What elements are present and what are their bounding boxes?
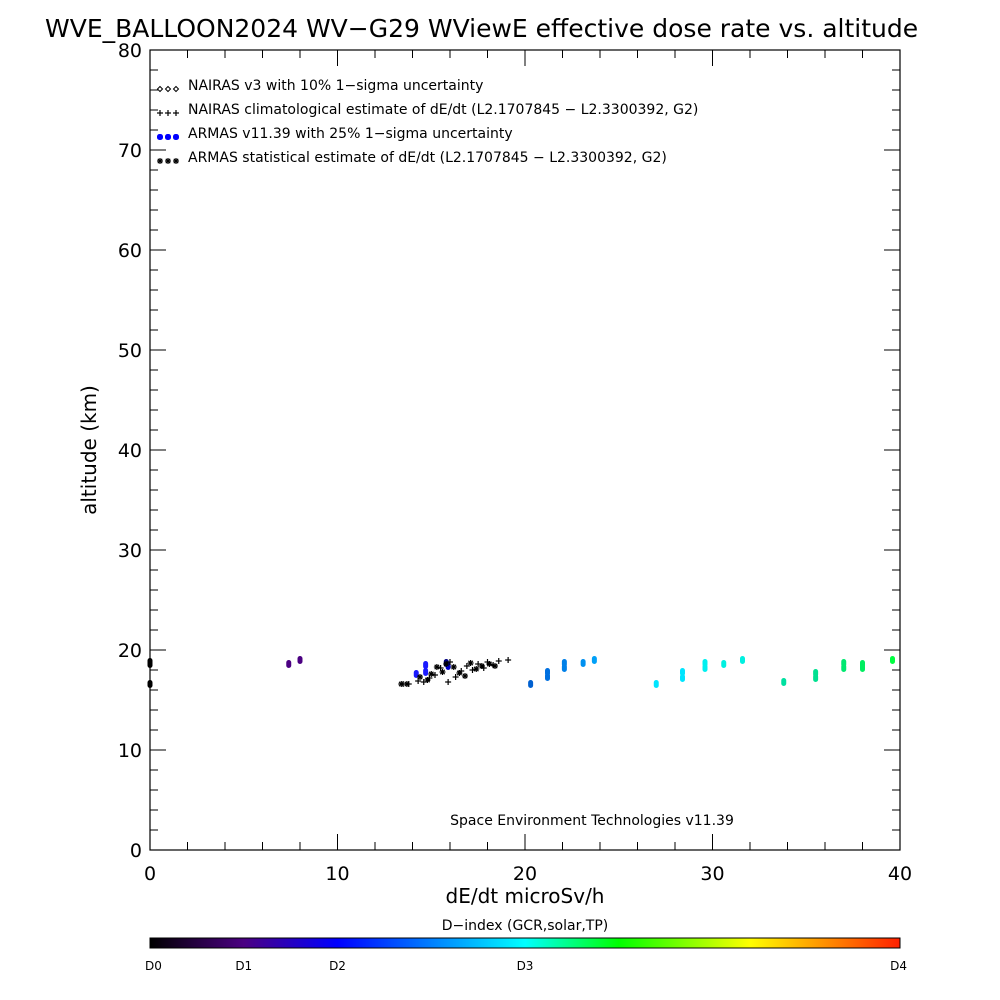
legend-marker <box>157 110 163 116</box>
legend-marker <box>156 85 164 93</box>
data-point-asterisk <box>417 674 423 680</box>
colorbar-labels: D0 D1 D2 D3 D4 <box>145 959 907 973</box>
x-tick-label: 30 <box>700 863 724 885</box>
colorbar-tick-label: D2 <box>329 959 346 973</box>
y-tick-label: 80 <box>118 40 142 62</box>
data-point-dot <box>423 668 429 676</box>
data-point-dot <box>423 661 429 669</box>
data-point-dot <box>841 664 847 672</box>
data-point-asterisk <box>428 671 435 677</box>
data-point-dot <box>413 670 419 678</box>
data-point-dot <box>545 673 550 681</box>
x-tick-label: 40 <box>888 863 912 885</box>
data-point-asterisk <box>450 664 457 670</box>
data-point-plus <box>505 657 512 663</box>
data-point-plus <box>463 663 470 669</box>
axis-ticks <box>149 49 901 851</box>
colorbar <box>149 937 901 949</box>
data-point-asterisk <box>433 664 440 670</box>
y-tick-label: 60 <box>118 240 142 262</box>
data-point-dot <box>680 674 685 682</box>
chart-title: WVE_BALLOON2024 WV−G29 WViewE effective … <box>45 14 918 43</box>
y-tick-label: 70 <box>118 140 142 162</box>
legend-label: ARMAS statistical estimate of dE/dt (L2.… <box>188 150 667 166</box>
data-point-dot <box>740 656 745 664</box>
data-point-dot <box>653 680 659 688</box>
data-point-dot <box>528 680 534 688</box>
data-point-dot <box>580 659 586 667</box>
colorbar-tick-label: D0 <box>145 959 162 973</box>
legend-marker <box>164 85 172 93</box>
legend-marker <box>173 158 179 164</box>
data-point-plus <box>445 679 452 685</box>
data-point-dot <box>297 656 303 664</box>
data-point-dot <box>813 674 819 682</box>
legend-label: NAIRAS climatological estimate of dE/dt … <box>188 102 698 118</box>
legend-entry: NAIRAS climatological estimate of dE/dt … <box>157 102 698 118</box>
legend-marker <box>172 85 180 93</box>
y-tick-label: 50 <box>118 340 142 362</box>
legend: NAIRAS v3 with 10% 1−sigma uncertainty NA… <box>156 78 698 166</box>
legend-label: NAIRAS v3 with 10% 1−sigma uncertainty <box>188 78 483 94</box>
data-point-dot <box>721 660 727 668</box>
y-tick-label: 10 <box>118 740 142 762</box>
data-point-dot <box>591 656 597 664</box>
legend-marker <box>157 158 163 164</box>
y-tick-label: 20 <box>118 640 142 662</box>
x-tick-label: 10 <box>325 863 349 885</box>
plot-frame <box>149 49 901 851</box>
data-point-dot <box>781 678 787 686</box>
y-axis-label: altitude (km) <box>77 385 101 515</box>
data-point-asterisk <box>478 663 485 669</box>
data-point-asterisk <box>443 661 450 667</box>
data-points <box>147 656 895 688</box>
data-point-dot <box>147 680 153 688</box>
legend-entry: ARMAS v11.39 with 25% 1−sigma uncertaint… <box>157 126 513 142</box>
y-tick-label: 40 <box>118 440 142 462</box>
data-point-asterisk <box>398 681 405 687</box>
data-point-dot <box>890 656 895 664</box>
legend-label: ARMAS v11.39 with 25% 1−sigma uncertaint… <box>188 126 513 142</box>
data-point-plus <box>452 674 459 680</box>
data-point-asterisk <box>403 681 410 687</box>
legend-marker <box>173 110 179 116</box>
data-point-asterisk <box>462 673 468 679</box>
x-axis-label: dE/dt microSv/h <box>446 884 605 908</box>
y-tick-label: 0 <box>130 840 142 862</box>
legend-marker <box>165 134 171 140</box>
colorbar-tick-label: D3 <box>517 959 534 973</box>
x-tick-label: 20 <box>513 863 537 885</box>
colorbar-title: D−index (GCR,solar,TP) <box>442 918 609 934</box>
legend-entry: NAIRAS v3 with 10% 1−sigma uncertainty <box>156 78 483 94</box>
data-point-asterisk <box>467 660 474 666</box>
legend-marker <box>157 134 163 140</box>
data-point-dot <box>860 664 865 672</box>
colorbar-tick-label: D1 <box>235 959 252 973</box>
data-point-dot <box>561 664 567 672</box>
axis-tick-labels: 0 10 20 30 40 0 10 20 30 40 50 60 70 80 <box>118 40 912 885</box>
data-point-dot <box>147 660 153 668</box>
data-point-asterisk <box>456 670 463 676</box>
annotation-credit: Space Environment Technologies v11.39 <box>450 813 734 829</box>
legend-marker <box>165 158 171 164</box>
x-tick-label: 0 <box>144 863 156 885</box>
data-point-asterisk <box>492 663 498 669</box>
legend-entry: ARMAS statistical estimate of dE/dt (L2.… <box>157 150 667 166</box>
data-point-dot <box>286 660 292 668</box>
data-point-plus <box>495 658 502 664</box>
data-point-dot <box>702 664 708 672</box>
legend-marker <box>165 110 171 116</box>
data-point-asterisk <box>424 677 431 683</box>
colorbar-tick-label: D4 <box>890 959 907 973</box>
y-tick-label: 30 <box>118 540 142 562</box>
data-point-asterisk <box>486 661 493 667</box>
data-point-dot <box>680 668 685 676</box>
legend-marker <box>173 134 179 140</box>
data-point-asterisk <box>439 669 446 675</box>
data-point-asterisk <box>473 666 480 672</box>
